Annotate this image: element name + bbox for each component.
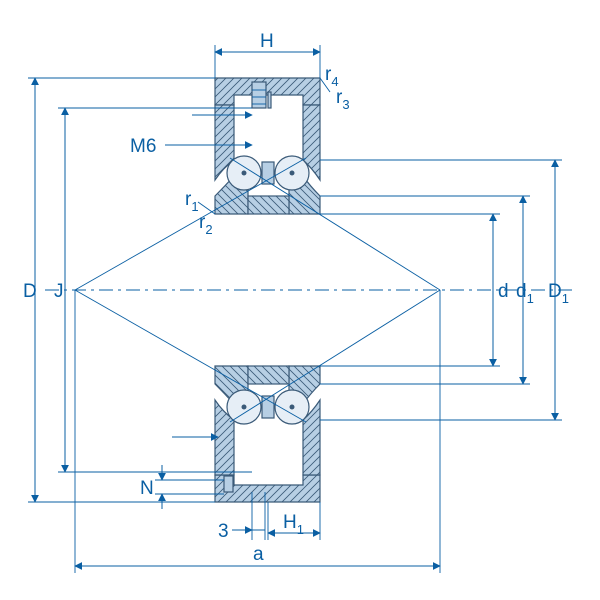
lbl-J: J bbox=[54, 281, 64, 302]
bearing-diagram: H D J M6 d N a 3 r1 r2 r3 r4 H1 d1 D1 bbox=[0, 0, 600, 600]
svg-text:r4: r4 bbox=[325, 64, 339, 89]
lbl-3: 3 bbox=[218, 521, 229, 542]
lbl-M6: M6 bbox=[130, 136, 156, 157]
svg-text:d1: d1 bbox=[516, 281, 534, 306]
lower-section bbox=[75, 290, 440, 540]
lbl-d1: d bbox=[516, 281, 527, 302]
lbl-D1: D bbox=[548, 281, 562, 302]
svg-text:D1: D1 bbox=[548, 281, 569, 306]
lbl-H1: H bbox=[283, 512, 297, 533]
upper-section bbox=[75, 78, 440, 290]
lbl-D: D bbox=[23, 281, 37, 302]
svg-text:r3: r3 bbox=[336, 87, 350, 112]
lbl-H: H bbox=[260, 31, 274, 52]
svg-text:r1: r1 bbox=[185, 189, 199, 214]
lbl-d: d bbox=[498, 281, 509, 302]
lbl-N: N bbox=[140, 478, 154, 499]
lbl-a: a bbox=[253, 544, 264, 565]
